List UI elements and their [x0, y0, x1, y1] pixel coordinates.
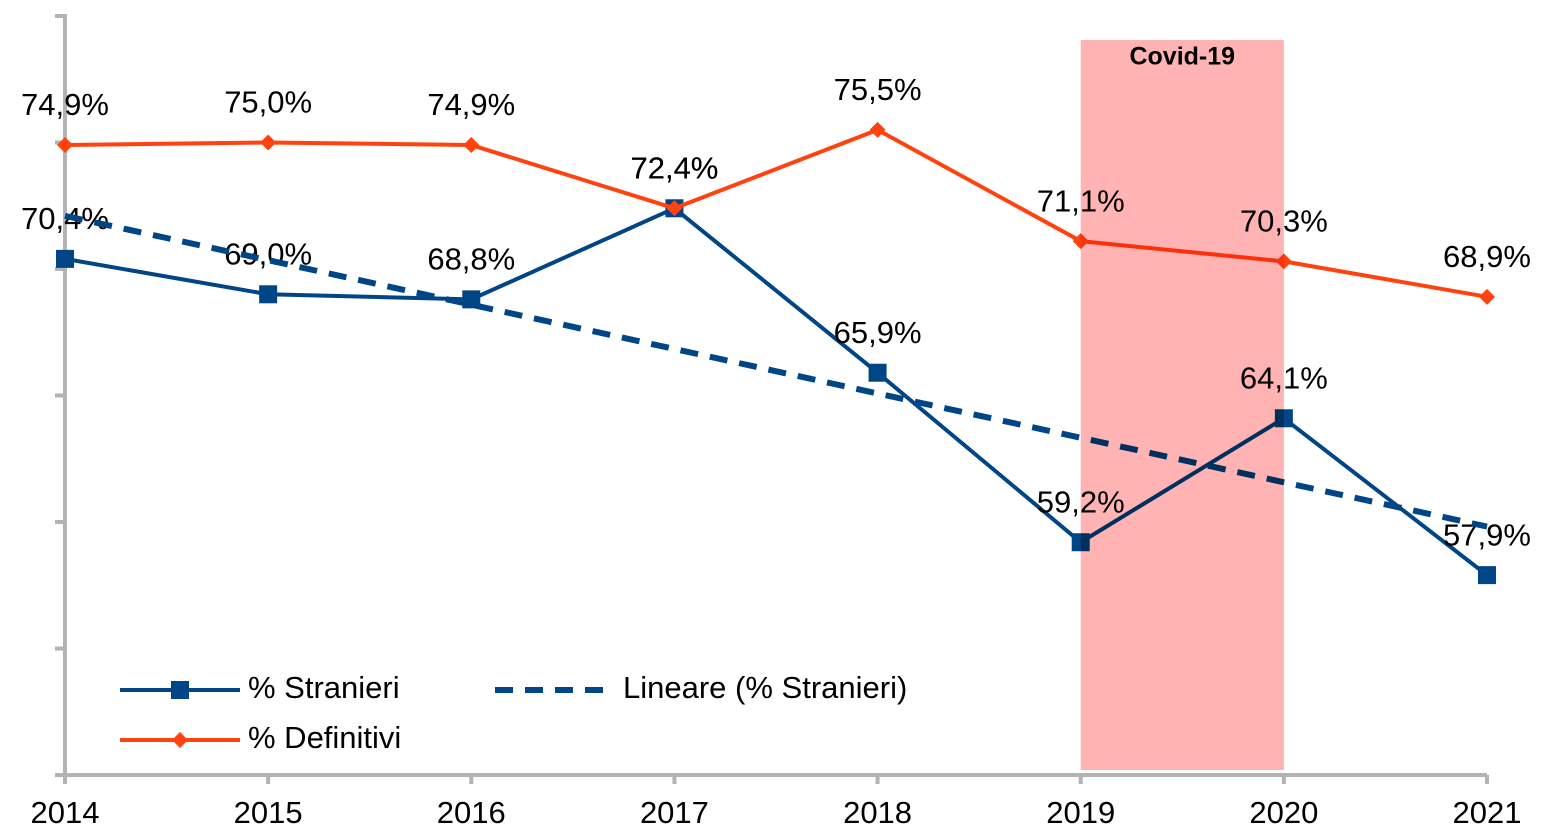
x-tick-label: 2017: [640, 795, 709, 830]
marker: [869, 121, 886, 138]
legend-item: % Stranieri: [120, 670, 400, 705]
marker: [260, 134, 277, 151]
data-label: 72,4%: [630, 150, 718, 185]
legend-label: % Definitivi: [248, 720, 401, 755]
data-label: 65,9%: [834, 315, 922, 350]
marker: [259, 285, 278, 304]
x-tick-label: 2014: [31, 795, 100, 830]
legend-label: % Stranieri: [248, 670, 400, 705]
legend-label: Lineare (% Stranieri): [623, 670, 907, 705]
data-label: 74,9%: [427, 87, 515, 122]
x-tick-label: 2015: [234, 795, 303, 830]
x-tick-label: 2021: [1453, 795, 1522, 830]
marker: [463, 137, 480, 154]
x-tick-label: 2016: [437, 795, 506, 830]
marker: [1479, 288, 1495, 305]
data-label: 75,0%: [224, 85, 312, 120]
marker: [868, 363, 887, 382]
highlight-label: Covid-19: [1129, 43, 1235, 71]
legend-marker: [171, 681, 189, 699]
highlight-band: [1080, 40, 1284, 770]
data-label: 69,0%: [224, 236, 312, 271]
legend-item: Lineare (% Stranieri): [495, 670, 907, 705]
x-tick-label: 2020: [1249, 795, 1318, 830]
marker: [1478, 566, 1496, 585]
marker: [56, 249, 74, 268]
marker: [57, 137, 73, 154]
x-tick-label: 2019: [1046, 795, 1115, 830]
x-tick-label: 2018: [843, 795, 912, 830]
legend-item: % Definitivi: [120, 720, 401, 755]
data-label: 68,8%: [427, 242, 515, 277]
data-label: 68,9%: [1443, 239, 1531, 274]
data-label: 72,4%: [630, 150, 718, 185]
data-label: 75,5%: [834, 72, 922, 107]
legend-marker: [172, 732, 188, 748]
marker: [666, 200, 683, 217]
data-label: 74,9%: [21, 87, 109, 122]
